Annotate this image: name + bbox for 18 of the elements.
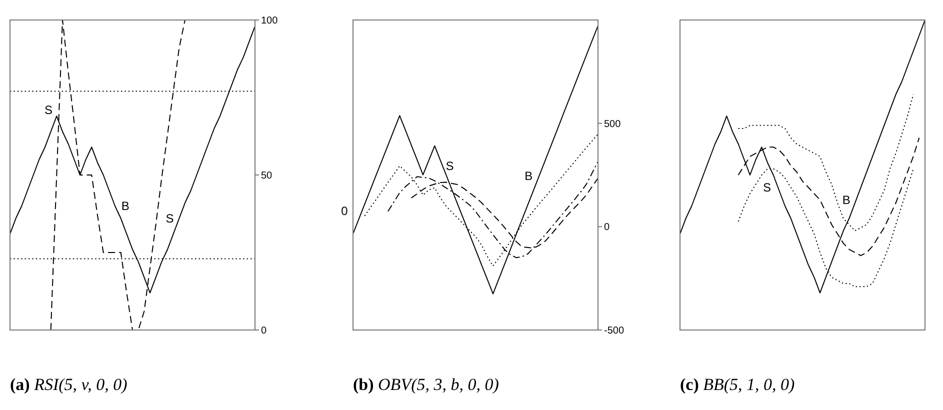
line-series [353,25,598,294]
y-tick-label: -500 [604,326,624,336]
y-tick-label: 50 [261,170,273,182]
annotation: S [166,212,174,226]
annotation: S [762,180,771,195]
y-tick-label: 0 [604,222,610,234]
y-tick-label: 500 [604,118,622,130]
y-tick-label: 100 [261,16,278,26]
annotation: B [842,193,850,207]
text: (b) OBV(5, 3, b, 0, 0) [353,375,500,394]
annotation: S [44,103,52,118]
text: (c) BB(5, 1, 0, 0) [680,375,796,394]
y-tick-label: 0 [261,326,267,336]
annotation: B [524,169,533,184]
annotation: S [446,158,454,173]
text: 0 [341,204,348,218]
annotation: B [121,199,130,214]
text: (a) RSI(5, v, 0, 0) [10,375,128,394]
